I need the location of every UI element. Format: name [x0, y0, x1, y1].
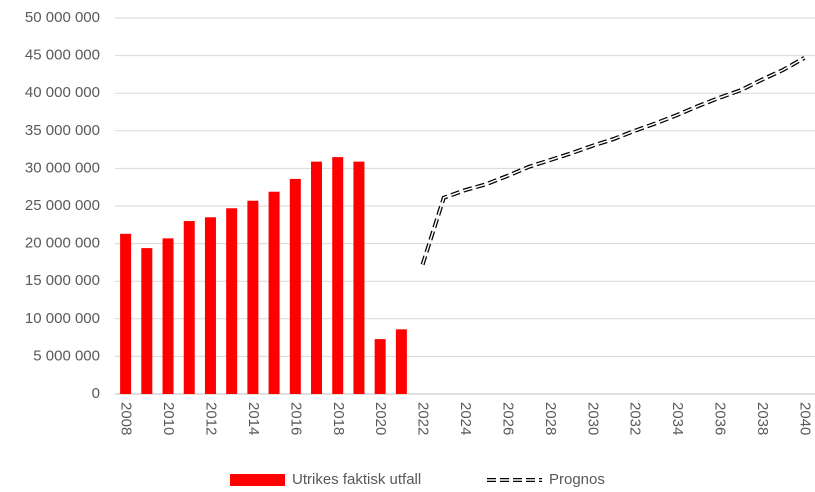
x-tick-label: 2018 — [330, 402, 347, 435]
x-tick-label: 2040 — [796, 402, 813, 435]
x-tick-label: 2032 — [627, 402, 644, 435]
bar — [183, 221, 195, 394]
x-tick-label: 2010 — [160, 402, 177, 435]
legend-swatch — [230, 474, 285, 486]
bar — [226, 208, 238, 394]
x-tick-label: 2028 — [542, 402, 559, 435]
y-tick-label: 15 000 000 — [25, 272, 100, 289]
x-tick-label: 2016 — [287, 402, 304, 435]
y-tick-label: 25 000 000 — [25, 197, 100, 214]
bar — [332, 157, 344, 394]
y-tick-label: 10 000 000 — [25, 310, 100, 327]
legend-label: Utrikes faktisk utfall — [292, 471, 421, 488]
bar — [204, 217, 216, 394]
bar — [311, 161, 323, 394]
bar — [141, 248, 153, 394]
y-tick-label: 5 000 000 — [33, 347, 100, 364]
x-tick-label: 2036 — [712, 402, 729, 435]
forecast-line — [420, 56, 806, 266]
bar — [374, 339, 386, 394]
bar — [120, 233, 132, 394]
y-tick-label: 0 — [92, 385, 100, 402]
bar — [162, 238, 174, 394]
bar — [395, 329, 407, 394]
y-tick-label: 20 000 000 — [25, 235, 100, 252]
x-tick-label: 2038 — [754, 402, 771, 435]
y-tick-label: 45 000 000 — [25, 47, 100, 64]
bar — [268, 191, 280, 394]
forecast-line-inner — [421, 57, 805, 265]
x-tick-label: 2030 — [584, 402, 601, 435]
bar — [289, 178, 301, 394]
x-tick-label: 2022 — [415, 402, 432, 435]
bar — [247, 200, 259, 394]
y-tick-label: 30 000 000 — [25, 159, 100, 176]
x-tick-label: 2008 — [118, 402, 135, 435]
x-tick-label: 2014 — [245, 402, 262, 435]
x-tick-label: 2026 — [499, 402, 516, 435]
bar — [353, 161, 365, 394]
legend-label: Prognos — [549, 471, 605, 488]
y-tick-label: 35 000 000 — [25, 122, 100, 139]
y-tick-label: 50 000 000 — [25, 9, 100, 26]
x-tick-label: 2034 — [669, 402, 686, 435]
x-tick-label: 2012 — [202, 402, 219, 435]
x-tick-label: 2024 — [457, 402, 474, 435]
x-tick-label: 2020 — [372, 402, 389, 435]
y-tick-label: 40 000 000 — [25, 84, 100, 101]
